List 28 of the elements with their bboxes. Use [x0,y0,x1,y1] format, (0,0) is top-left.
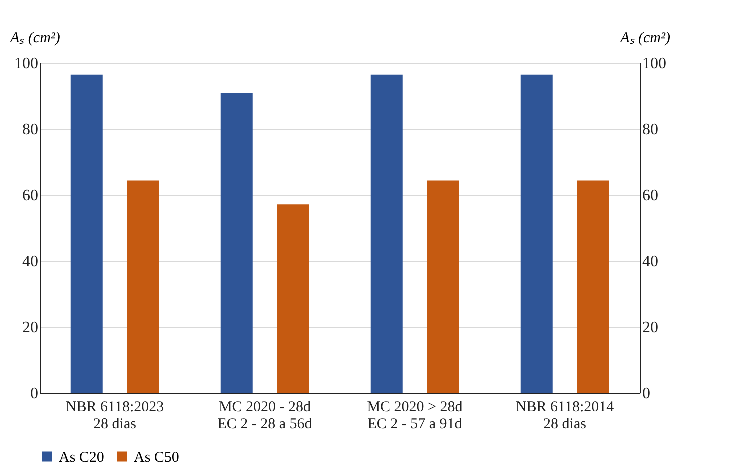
y2-tick-label: 0 [642,386,650,402]
bar [370,74,403,393]
x-tick-label: MC 2020 - 28d EC 2 - 28 a 56d [218,400,313,432]
bar [520,74,553,393]
legend-label: As C50 [134,450,180,464]
x-tick-label: NBR 6118:2014 28 dias [516,400,615,432]
y-tick-label: 40 [22,254,38,270]
y-tick-label: 60 [22,188,38,204]
bar [220,93,253,393]
bar [277,204,310,393]
y-tick-label: 20 [22,320,38,336]
x-tick-label: NBR 6118:2023 28 dias [66,400,164,432]
legend-label: As C20 [59,450,104,464]
y2-tick-label: 20 [642,320,658,336]
y2-axis-title: Aₛ (cm²) [620,30,671,46]
y2-tick-label: 40 [642,254,658,270]
y-tick-label: 100 [14,56,38,72]
y-axis-title: Aₛ (cm²) [10,30,60,46]
y-tick-label: 80 [22,122,38,138]
bar [577,180,610,393]
bar [70,74,103,393]
bar [127,180,160,393]
y2-tick-label: 100 [642,56,666,72]
y2-tick-label: 80 [642,122,658,138]
y-tick-label: 0 [30,386,38,402]
bar [427,180,460,393]
y2-tick-label: 60 [642,188,658,204]
x-tick-label: MC 2020 > 28d EC 2 - 57 a 91d [367,400,464,432]
